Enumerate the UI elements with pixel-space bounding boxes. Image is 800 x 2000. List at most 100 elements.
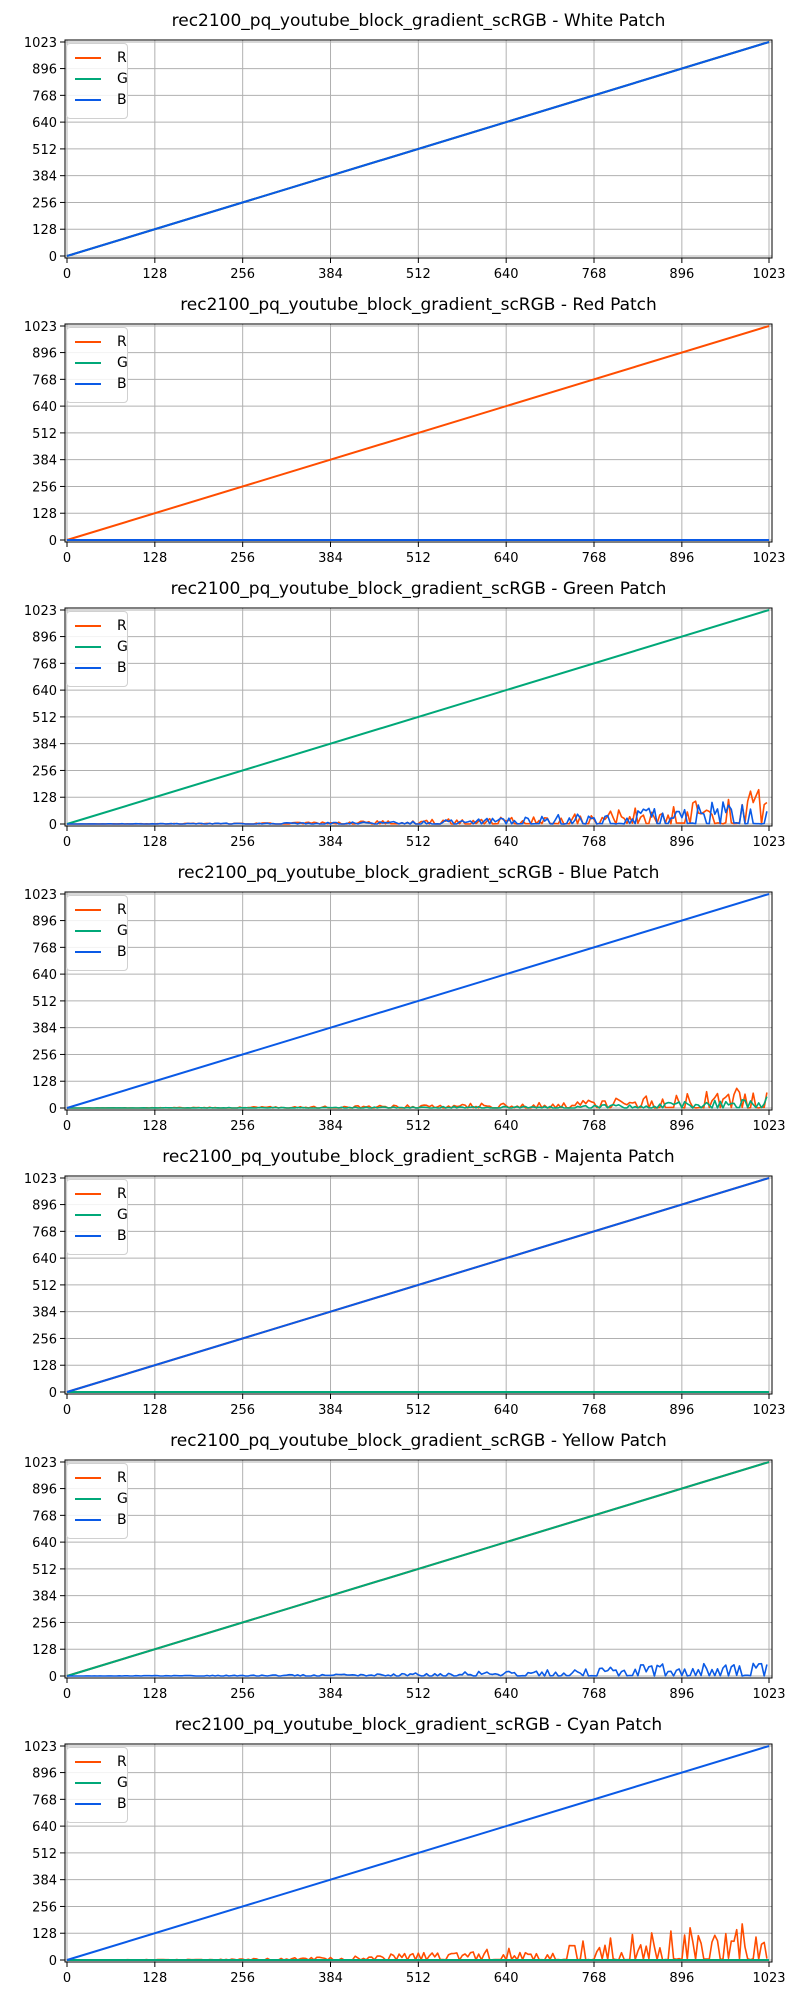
legend-label: R: [117, 902, 127, 918]
x-tick-label: 640: [494, 1119, 519, 1134]
legend-swatch: [75, 383, 101, 385]
legend-item-G: G: [73, 1205, 128, 1225]
y-tick-label: 1023: [24, 1456, 57, 1471]
x-tick-label: 640: [494, 267, 519, 282]
y-tick-label: 896: [32, 1483, 57, 1498]
legend-label: G: [117, 1775, 128, 1791]
y-tick-label: 896: [32, 915, 57, 930]
legend-swatch: [75, 1477, 101, 1479]
legend-label: R: [117, 1186, 127, 1202]
legend-label: R: [117, 334, 127, 350]
x-tick-label: 128: [142, 1687, 167, 1702]
x-tick-label: 512: [406, 1119, 431, 1134]
y-tick-label: 896: [32, 63, 57, 78]
x-tick-label: 128: [142, 1119, 167, 1134]
x-tick-label: 512: [406, 267, 431, 282]
legend-swatch: [75, 1235, 101, 1237]
y-tick-label: 256: [32, 1048, 57, 1063]
x-tick-label: 1023: [752, 1971, 785, 1986]
y-tick-label: 0: [49, 818, 57, 833]
x-tick-label: 128: [142, 835, 167, 850]
chart-title: rec2100_pq_youtube_block_gradient_scRGB …: [170, 579, 667, 599]
x-tick-label: 128: [142, 1403, 167, 1418]
series-line-B: [66, 1745, 770, 1961]
chart-panel: rec2100_pq_youtube_block_gradient_scRGB …: [0, 568, 800, 853]
legend-swatch: [75, 1519, 101, 1521]
legend-label: B: [117, 944, 127, 960]
x-tick-label: 256: [230, 1119, 255, 1134]
legend-label: G: [117, 639, 128, 655]
legend-label: B: [117, 1512, 127, 1528]
y-tick-label: 896: [32, 631, 57, 646]
y-tick-label: 0: [49, 250, 57, 265]
y-tick-label: 128: [32, 1359, 57, 1374]
series-line-B: [67, 1662, 768, 1677]
x-tick-label: 384: [318, 1119, 343, 1134]
legend-item-B: B: [73, 1510, 127, 1530]
chart-panel: rec2100_pq_youtube_block_gradient_scRGB …: [0, 0, 800, 285]
y-tick-label: 0: [49, 534, 57, 549]
y-tick-label: 896: [32, 347, 57, 362]
x-tick-label: 1023: [752, 1119, 785, 1134]
legend-swatch: [75, 646, 101, 648]
chart-svg: 00 128 128 256 256 384 384 512 512 640 640 768 768 89…: [24, 320, 786, 566]
y-tick-label: 640: [32, 684, 57, 699]
x-tick-label: 1023: [752, 1687, 785, 1702]
legend-item-G: G: [73, 1489, 128, 1509]
y-tick-label: 640: [32, 968, 57, 983]
legend-swatch: [75, 1498, 101, 1500]
legend-item-R: R: [73, 332, 127, 352]
x-tick-label: 896: [669, 267, 694, 282]
series-line-G: [67, 1096, 768, 1109]
x-tick-label: 896: [669, 1971, 694, 1986]
y-tick-label: 1023: [24, 1172, 57, 1187]
series-line-B: [66, 41, 770, 257]
x-tick-label: 0: [63, 1119, 71, 1134]
x-tick-label: 512: [406, 835, 431, 850]
y-tick-label: 768: [32, 1225, 57, 1240]
legend-label: B: [117, 92, 127, 108]
legend-swatch: [75, 930, 101, 932]
legend-item-R: R: [73, 616, 127, 636]
legend-label: R: [117, 1470, 127, 1486]
legend-label: R: [117, 618, 127, 634]
chart-title: rec2100_pq_youtube_block_gradient_scRGB …: [174, 1715, 663, 1735]
y-tick-label: 128: [32, 507, 57, 522]
chart-svg: 00 128 128 256 256 384 384 512 512 640 640 768 768 89…: [24, 888, 786, 1134]
x-tick-label: 128: [142, 551, 167, 566]
legend-label: B: [117, 1796, 127, 1812]
chart-panel: rec2100_pq_youtube_block_gradient_scRGB …: [0, 284, 800, 569]
legend-label: B: [117, 376, 127, 392]
y-tick-label: 0: [49, 1670, 57, 1685]
legend-swatch: [75, 341, 101, 343]
x-tick-label: 128: [142, 1971, 167, 1986]
y-tick-label: 128: [32, 223, 57, 238]
y-tick-label: 1023: [24, 1740, 57, 1755]
y-tick-label: 0: [49, 1102, 57, 1117]
y-tick-label: 640: [32, 1252, 57, 1267]
y-tick-label: 256: [32, 196, 57, 211]
x-tick-label: 128: [142, 267, 167, 282]
x-tick-label: 640: [494, 1687, 519, 1702]
x-tick-label: 768: [582, 267, 607, 282]
y-tick-label: 128: [32, 1643, 57, 1658]
x-tick-label: 384: [318, 1971, 343, 1986]
y-tick-label: 256: [32, 1616, 57, 1631]
legend-label: G: [117, 355, 128, 371]
x-tick-label: 1023: [752, 551, 785, 566]
legend-label: G: [117, 923, 128, 939]
legend-item-B: B: [73, 1794, 127, 1814]
x-tick-label: 256: [230, 1971, 255, 1986]
x-tick-label: 896: [669, 1687, 694, 1702]
y-tick-label: 896: [32, 1767, 57, 1782]
x-tick-label: 384: [318, 551, 343, 566]
x-tick-label: 384: [318, 1687, 343, 1702]
x-tick-label: 768: [582, 1687, 607, 1702]
y-tick-label: 768: [32, 1509, 57, 1524]
